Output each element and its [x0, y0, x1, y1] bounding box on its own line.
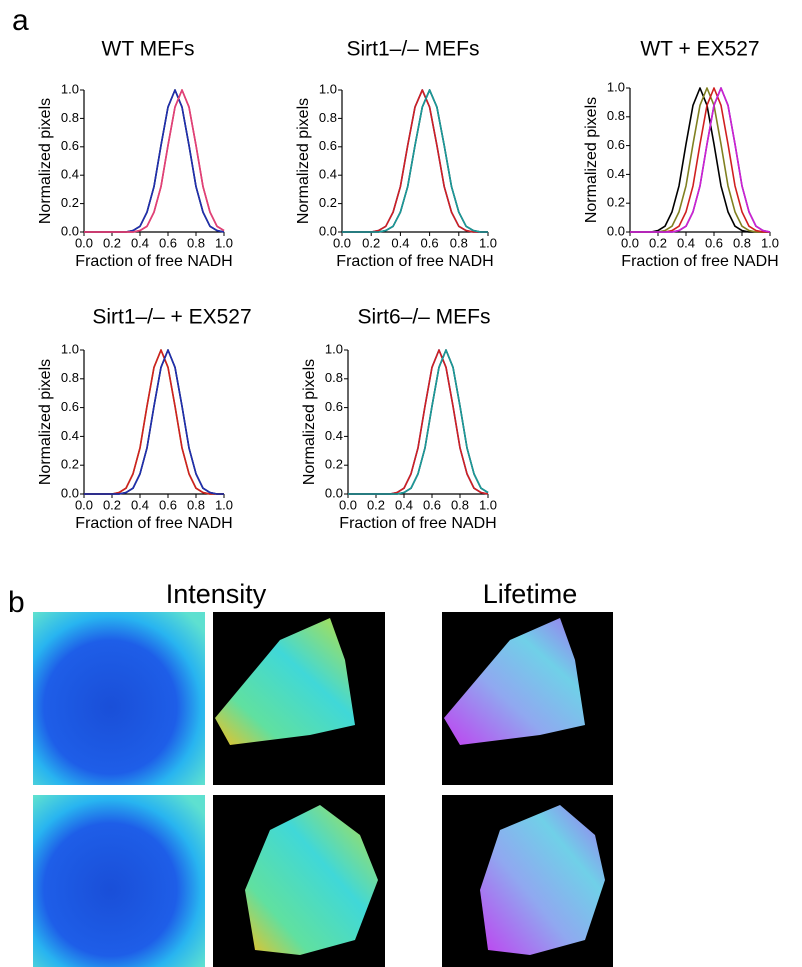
y-tick-label: 0.0 [607, 223, 625, 238]
x-tick-label: 0.4 [677, 235, 695, 250]
y-axis-label: Normalized pixels [37, 98, 54, 224]
x-tick-label: 0.0 [75, 497, 93, 512]
x-tick-label: 0.2 [103, 235, 121, 250]
x-tick-label: 0.2 [362, 235, 380, 250]
x-tick-label: 0.0 [333, 235, 351, 250]
chart: Sirt1–/– + EX527 0.0 0.2 0.4 0.6 0.8 1.0 0.0 0.2… [37, 306, 251, 533]
x-tick-label: 1.0 [761, 235, 779, 250]
chart-title: Sirt1–/– MEFs [346, 38, 479, 61]
x-tick-label: 0.2 [649, 235, 667, 250]
y-tick-label: 1.0 [325, 341, 343, 356]
y-tick-label: 0.8 [607, 108, 625, 123]
x-tick-label: 1.0 [215, 497, 233, 512]
y-tick-label: 0.2 [61, 195, 79, 210]
x-tick-label: 0.8 [450, 235, 468, 250]
chart: Sirt6–/– MEFs 0.0 0.2 0.4 0.6 0.8 1.0 0.0 0.2 0.4… [301, 306, 497, 533]
y-tick-label: 0.2 [325, 457, 343, 472]
y-tick-label: 0.8 [61, 110, 79, 125]
y-tick-label: 0.0 [61, 223, 79, 238]
cell-shape [245, 805, 378, 955]
chart-title: WT + EX527 [640, 38, 759, 61]
x-tick-label: 0.6 [421, 235, 439, 250]
y-axis-label: Normalized pixels [583, 97, 600, 223]
chart: WT MEFs 0.0 0.2 0.4 0.6 0.8 1.0 0.0 0.2 0.4 0.6 0.8… [37, 38, 233, 271]
y-tick-label: 0.8 [325, 370, 343, 385]
x-tick-label: 0.0 [621, 235, 639, 250]
y-tick-label: 0.4 [319, 167, 337, 182]
y-tick-label: 0.4 [61, 167, 79, 182]
y-tick-label: 0.8 [319, 110, 337, 125]
y-tick-label: 0.2 [319, 195, 337, 210]
series-line [84, 89, 225, 233]
chart: WT + EX527 0.0 0.2 0.4 0.6 0.8 1.0 0.0 0.2 0.4 0.6… [583, 38, 779, 271]
y-tick-label: 1.0 [319, 81, 337, 96]
x-tick-label: 0.8 [187, 497, 205, 512]
image-title: Lifetime [483, 579, 578, 609]
y-tick-label: 0.6 [61, 399, 79, 414]
series-line [342, 89, 488, 233]
x-axis-label: Fraction of free NADH [339, 515, 496, 532]
y-tick-label: 0.6 [61, 138, 79, 153]
y-tick-label: 0.4 [61, 428, 79, 443]
y-tick-label: 0.0 [61, 485, 79, 500]
x-tick-label: 1.0 [479, 235, 497, 250]
y-tick-label: 0.8 [61, 370, 79, 385]
x-axis-label: Fraction of free NADH [621, 253, 778, 270]
series-line [84, 349, 224, 495]
x-tick-label: 0.4 [391, 235, 409, 250]
series-line [84, 349, 224, 495]
x-tick-label: 0.2 [103, 497, 121, 512]
intensity-image [33, 612, 205, 785]
cell-shape [444, 618, 585, 745]
cell-shape [215, 618, 355, 745]
cell-shape [480, 805, 605, 955]
x-tick-label: 0.8 [187, 235, 205, 250]
x-tick-label: 1.0 [479, 497, 497, 512]
x-tick-label: 0.6 [705, 235, 723, 250]
y-tick-label: 0.6 [325, 399, 343, 414]
y-axis-label: Normalized pixels [37, 359, 54, 485]
y-tick-label: 0.0 [319, 223, 337, 238]
series-line [348, 349, 489, 495]
panel-label: b [8, 586, 25, 619]
chart-title: WT MEFs [102, 38, 195, 61]
y-tick-label: 0.4 [325, 428, 343, 443]
y-tick-label: 1.0 [607, 79, 625, 94]
y-tick-label: 0.6 [607, 137, 625, 152]
x-axis-label: Fraction of free NADH [75, 253, 232, 270]
y-tick-label: 0.2 [61, 457, 79, 472]
y-tick-label: 1.0 [61, 341, 79, 356]
y-axis-label: Normalized pixels [301, 359, 318, 485]
x-tick-label: 0.8 [451, 497, 469, 512]
x-tick-label: 0.8 [733, 235, 751, 250]
y-tick-label: 1.0 [61, 81, 79, 96]
x-tick-label: 1.0 [215, 235, 233, 250]
series-line [630, 87, 771, 233]
x-tick-label: 0.2 [367, 497, 385, 512]
y-tick-label: 0.4 [607, 166, 625, 181]
panel-label: a [12, 4, 29, 37]
micrographs [33, 612, 613, 967]
x-axis-label: Fraction of free NADH [75, 515, 232, 532]
image-title: Intensity [166, 579, 267, 609]
x-tick-label: 0.0 [339, 497, 357, 512]
x-axis-label: Fraction of free NADH [336, 253, 493, 270]
x-tick-label: 0.4 [395, 497, 413, 512]
y-tick-label: 0.2 [607, 195, 625, 210]
x-tick-label: 0.0 [75, 235, 93, 250]
chart-title: Sirt1–/– + EX527 [92, 306, 251, 329]
series-line [342, 89, 488, 233]
y-tick-label: 0.6 [319, 138, 337, 153]
x-tick-label: 0.6 [159, 497, 177, 512]
y-axis-label: Normalized pixels [295, 98, 312, 224]
chart-title: Sirt6–/– MEFs [357, 306, 490, 329]
x-tick-label: 0.4 [131, 235, 149, 250]
y-tick-label: 0.0 [325, 485, 343, 500]
x-tick-label: 0.6 [159, 235, 177, 250]
intensity-image [33, 795, 205, 967]
chart: Sirt1–/– MEFs 0.0 0.2 0.4 0.6 0.8 1.0 0.0 0.2 0.4… [295, 38, 497, 271]
x-tick-label: 0.6 [423, 497, 441, 512]
x-tick-label: 0.4 [131, 497, 149, 512]
